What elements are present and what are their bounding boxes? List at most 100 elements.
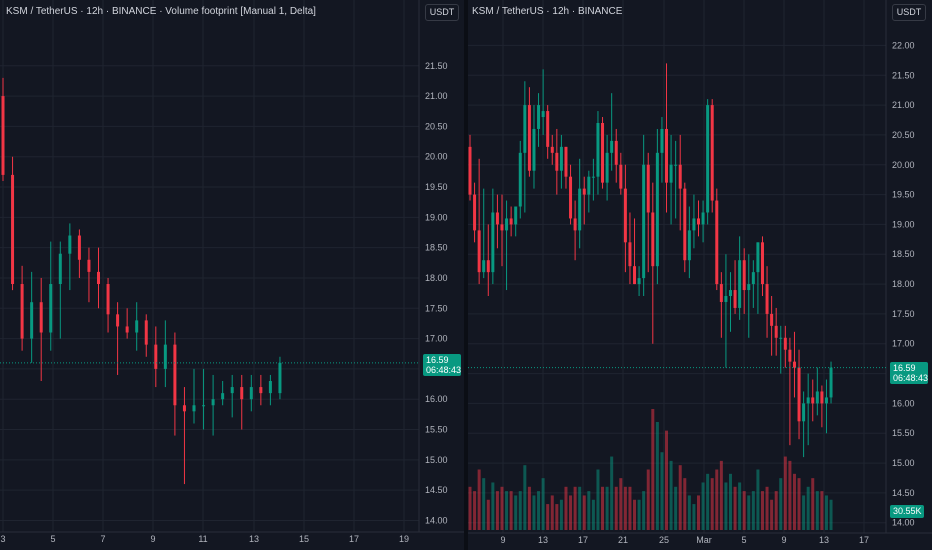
volume-bar xyxy=(546,504,550,530)
volume-bar xyxy=(660,452,664,530)
left-currency-button[interactable]: USDT xyxy=(425,4,459,21)
volume-bar xyxy=(578,486,582,530)
candle-body xyxy=(774,325,778,338)
candle-body xyxy=(587,176,591,195)
volume-bar xyxy=(468,486,472,530)
candle-body xyxy=(211,399,215,406)
candle-body xyxy=(605,152,609,183)
candle-body xyxy=(278,362,282,394)
right-last-price: 16.59 xyxy=(893,363,916,373)
volume-bar xyxy=(815,491,819,530)
y-axis-label: 14.00 xyxy=(892,518,915,528)
left-bar-countdown: 06:48:43 xyxy=(426,365,462,375)
candle-body xyxy=(68,235,72,254)
volume-bar xyxy=(751,491,755,530)
left-chart-pane[interactable]: 21.50 21.00 20.50 20.00 19.50 19.00 18.50 18.00… xyxy=(0,0,466,550)
volume-bar xyxy=(669,460,673,530)
x-axis-label: 25 xyxy=(659,535,669,545)
volume-bar xyxy=(674,486,678,530)
candle-body xyxy=(802,403,806,422)
volume-bar xyxy=(614,486,618,530)
candle-body xyxy=(674,164,678,166)
volume-bar xyxy=(537,491,541,530)
candle-body xyxy=(678,164,682,189)
volume-bar xyxy=(495,491,499,530)
candle-body xyxy=(760,242,764,285)
candle-body xyxy=(550,146,554,153)
volume-bar xyxy=(550,495,554,530)
right-chart-title: KSM / TetherUS · 12h · BINANCE xyxy=(472,6,623,17)
candle-body xyxy=(473,194,477,231)
volume-bar xyxy=(596,469,600,530)
volume-bar xyxy=(687,495,691,530)
candle-body xyxy=(500,224,504,231)
candle-body xyxy=(578,188,582,231)
x-axis-label: 11 xyxy=(198,534,207,544)
x-axis-label: 13 xyxy=(819,535,829,545)
volume-bar xyxy=(733,486,737,530)
y-axis-label: 14.50 xyxy=(425,485,448,495)
candle-body xyxy=(116,314,120,327)
volume-bar xyxy=(719,460,723,530)
candle-body xyxy=(747,284,751,291)
candle-body xyxy=(701,212,705,225)
pane-divider[interactable] xyxy=(464,0,468,550)
candle-body xyxy=(144,320,148,345)
volume-bar xyxy=(514,495,518,530)
candle-body xyxy=(523,105,527,153)
volume-bar xyxy=(724,482,728,530)
candle-body xyxy=(683,188,687,261)
y-axis-label: 14.00 xyxy=(425,515,448,525)
candle-body xyxy=(249,387,253,400)
candle-body xyxy=(221,393,225,400)
candle-body xyxy=(482,260,486,273)
volume-bar xyxy=(706,473,710,530)
y-axis-label: 19.00 xyxy=(892,219,915,229)
candle-body xyxy=(710,105,714,201)
volume-bar xyxy=(701,482,705,530)
volume-bar xyxy=(573,486,577,530)
candle-body xyxy=(651,212,655,267)
x-axis-label: 9 xyxy=(781,535,786,545)
volume-bar xyxy=(728,473,732,530)
right-chart-pane[interactable]: 22.00 21.50 21.00 20.50 20.00 19.50 19.00 18.50… xyxy=(468,0,932,550)
candle-body xyxy=(505,218,509,231)
volume-bar xyxy=(642,491,646,530)
candle-body xyxy=(30,302,34,339)
x-axis-label: 13 xyxy=(249,534,259,544)
candle-body xyxy=(642,164,646,279)
candle-body xyxy=(756,242,760,273)
volume-bar xyxy=(651,409,655,530)
candle-body xyxy=(268,381,272,394)
x-axis-label: 3 xyxy=(0,534,5,544)
volume-bar xyxy=(665,430,669,530)
volume-bar xyxy=(518,491,522,530)
candle-body xyxy=(614,140,618,165)
right-last-price-tag: 16.59 06:48:43 xyxy=(890,362,928,384)
left-chart-canvas[interactable]: 21.50 21.00 20.50 20.00 19.50 19.00 18.50 18.00… xyxy=(0,0,466,550)
volume-bar xyxy=(477,469,481,530)
candle-body xyxy=(660,128,664,153)
volume-bar xyxy=(811,478,815,530)
x-axis-label: 17 xyxy=(349,534,359,544)
candle-body xyxy=(665,128,669,183)
y-axis-label: 17.50 xyxy=(892,309,915,319)
right-volume-tag: 30.55K xyxy=(890,505,924,518)
candle-body xyxy=(546,111,550,147)
candle-body xyxy=(230,387,234,394)
volume-bar xyxy=(774,491,778,530)
candle-body xyxy=(770,313,774,326)
candle-body xyxy=(537,105,541,129)
x-axis-label: 21 xyxy=(618,535,628,545)
candle-body xyxy=(779,337,783,339)
candle-body xyxy=(806,397,810,404)
candle-body xyxy=(765,284,769,314)
right-chart-canvas[interactable]: 22.00 21.50 21.00 20.50 20.00 19.50 19.00 18.50… xyxy=(468,0,932,550)
volume-bar xyxy=(783,456,787,530)
volume-bar xyxy=(541,478,545,530)
x-axis-label: 7 xyxy=(100,534,105,544)
candle-body xyxy=(163,344,167,369)
right-currency-button[interactable]: USDT xyxy=(892,4,926,21)
candle-body xyxy=(555,152,559,171)
y-axis-label: 20.00 xyxy=(892,160,915,170)
